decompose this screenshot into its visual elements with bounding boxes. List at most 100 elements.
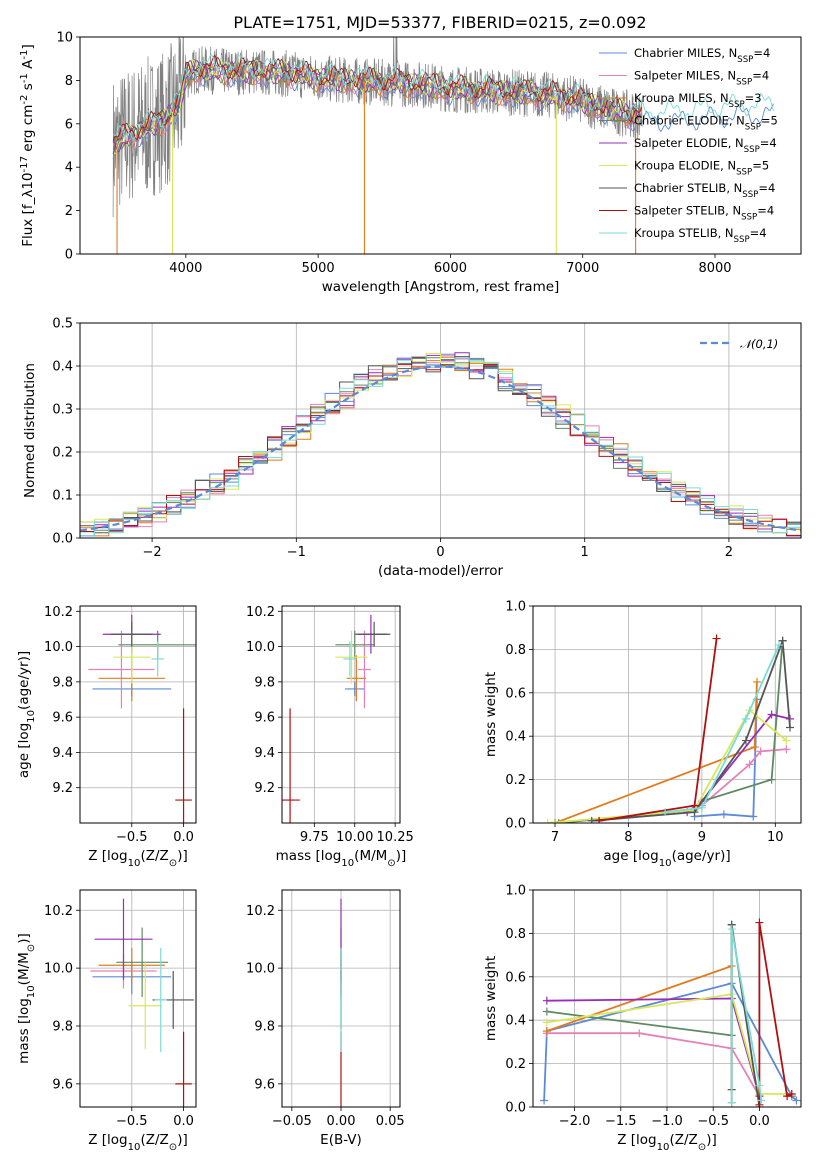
panel-age-vs-metallicity: −0.5 0.0 9.2 9.4 9.6 9.8 10.0 10.2 Z [log10(Z/Z⊙… xyxy=(16,605,197,869)
model-line-9 xyxy=(112,53,774,141)
weight-marker xyxy=(783,1092,792,1101)
x-tick-label: 9.75 xyxy=(300,830,329,845)
y-tick-label: 10.2 xyxy=(246,605,275,620)
legend-entry: Kroupa STELIB, NSSP=4 xyxy=(634,226,767,245)
weight-marker xyxy=(787,1089,796,1098)
y-tick-label: 2 xyxy=(65,204,73,219)
errorbar-point-2 xyxy=(88,630,155,709)
weight-line-9 xyxy=(665,644,780,813)
plot-frame xyxy=(79,889,197,1108)
weight-marker xyxy=(767,775,776,784)
y-axis-label: Normed distribution xyxy=(22,363,38,498)
legend: Chabrier MILES, NSSP=4 Salpeter MILES, NS… xyxy=(599,46,778,245)
x-tick-label: −0.5 xyxy=(697,1114,729,1129)
x-tick-label: 0.00 xyxy=(327,1114,356,1129)
weight-marker xyxy=(712,634,721,643)
weight-line-9 xyxy=(730,928,763,1103)
errorbars xyxy=(282,614,391,823)
x-tick-label: 6000 xyxy=(434,261,467,276)
weight-marker xyxy=(752,677,761,686)
legend-entry: 𝒩(0,1) xyxy=(740,337,778,351)
errorbars xyxy=(90,898,194,1107)
y-tick-label: 9.6 xyxy=(254,1077,275,1092)
y-tick-label: 9.2 xyxy=(52,781,73,796)
errorbar-point-4 xyxy=(335,630,375,659)
errorbar-point-8 xyxy=(175,708,192,823)
x-tick-label: 0.0 xyxy=(173,830,194,845)
panel-spectrum: 4000 5000 6000 7000 8000 0 2 4 6 8 10 wavelength [A… xyxy=(19,31,802,295)
x-tick-label: 8 xyxy=(624,830,632,845)
errorbar-point-2 xyxy=(357,630,371,709)
errorbar-point-3 xyxy=(346,655,367,702)
weight-marker xyxy=(727,1098,736,1107)
y-tick-label: 10.0 xyxy=(246,962,275,977)
panel-massweight-vs-metallicity: −2.0 −1.5 −1.0 −0.5 0.0 0.0 0.2 0.4 0.6 0.8 1.0 Z [… xyxy=(483,884,802,1153)
y-tick-label: 10 xyxy=(56,31,73,46)
y-axis-label: age [log10(age/yr)] xyxy=(16,651,37,778)
y-tick-label: 10.0 xyxy=(44,962,73,977)
errorbar-point-8 xyxy=(282,708,300,823)
y-tick-label: 0.8 xyxy=(505,927,526,942)
y-tick-label: 8 xyxy=(65,74,73,89)
weight-marker xyxy=(635,1029,644,1038)
y-tick-label: 0.2 xyxy=(505,1057,526,1072)
legend-entry: Kroupa ELODIE, NSSP=5 xyxy=(634,159,769,178)
weight-marker xyxy=(755,1081,764,1090)
x-tick-label: 4000 xyxy=(169,261,202,276)
x-tick-label: −2.0 xyxy=(559,1114,591,1129)
weight-marker xyxy=(540,1096,549,1105)
errorbar-point-6 xyxy=(128,962,162,1050)
legend-entry: Chabrier ELODIE, NSSP=5 xyxy=(634,114,778,133)
weight-marker xyxy=(782,736,791,745)
panel-massweight-vs-age: 7 8 9 10 0.0 0.2 0.4 0.6 0.8 1.0 age [log10(age/yr… xyxy=(483,600,802,869)
weight-marker xyxy=(554,819,563,823)
weight-marker xyxy=(697,803,706,812)
weight-marker xyxy=(741,736,750,745)
y-tick-label: 9.6 xyxy=(52,1077,73,1092)
plot-frame xyxy=(532,889,802,1108)
errorbars xyxy=(88,614,196,823)
y-tick-label: 0.2 xyxy=(505,773,526,788)
x-tick-label: 9 xyxy=(698,830,706,845)
y-tick-label: 0.4 xyxy=(505,730,526,745)
spectrum-lines xyxy=(112,37,774,254)
panel-age-vs-mass: 9.75 10.00 10.25 9.2 9.4 9.6 9.8 10.0 10.2 mass [… xyxy=(246,605,414,869)
x-tick-label: −1.0 xyxy=(651,1114,683,1129)
weight-marker xyxy=(792,1096,801,1105)
weight-marker xyxy=(782,745,791,754)
y-tick-label: 0.4 xyxy=(505,1014,526,1029)
y-tick-label: 0.3 xyxy=(52,403,73,418)
x-tick-label: 10 xyxy=(767,830,784,845)
x-axis-label: wavelength [Angstrom, rest frame] xyxy=(322,279,560,295)
legend-entry: Salpeter MILES, NSSP=4 xyxy=(634,69,769,88)
weight-marker xyxy=(778,636,787,645)
weight-line-7 xyxy=(591,640,791,822)
x-tick-label: 1 xyxy=(581,545,589,560)
y-tick-label: 10.2 xyxy=(246,904,275,919)
x-axis-label: (data-model)/error xyxy=(378,563,504,579)
weight-line-6 xyxy=(546,993,792,1095)
legend: 𝒩(0,1) xyxy=(700,337,778,351)
weight-marker xyxy=(755,1100,764,1107)
weight-line-8 xyxy=(598,638,718,822)
y-tick-label: 0.6 xyxy=(505,686,526,701)
errorbar-point-7 xyxy=(357,621,391,647)
y-tick-label: 4 xyxy=(65,161,73,176)
y-tick-label: 9.4 xyxy=(254,746,275,761)
model-line-6 xyxy=(112,59,642,155)
y-tick-label: 9.8 xyxy=(254,1019,275,1034)
weight-marker xyxy=(542,1018,551,1027)
errorbar-point-3 xyxy=(98,947,165,983)
x-axis-label: Z [log10(Z/Z⊙)] xyxy=(617,1132,717,1153)
x-axis-label: mass [log10(M/M⊙)] xyxy=(276,848,407,869)
y-tick-label: 0 xyxy=(65,248,73,263)
model-line-7 xyxy=(112,56,643,154)
y-axis-label: mass weight xyxy=(483,672,499,757)
y-tick-label: 9.4 xyxy=(52,746,73,761)
x-tick-label: 0.0 xyxy=(173,1114,194,1129)
errorbar-point-9 xyxy=(151,641,164,677)
y-tick-label: 9.8 xyxy=(254,675,275,690)
y-tick-label: 9.6 xyxy=(52,711,73,726)
plot-frame xyxy=(79,322,802,539)
weight-marker xyxy=(741,714,750,723)
